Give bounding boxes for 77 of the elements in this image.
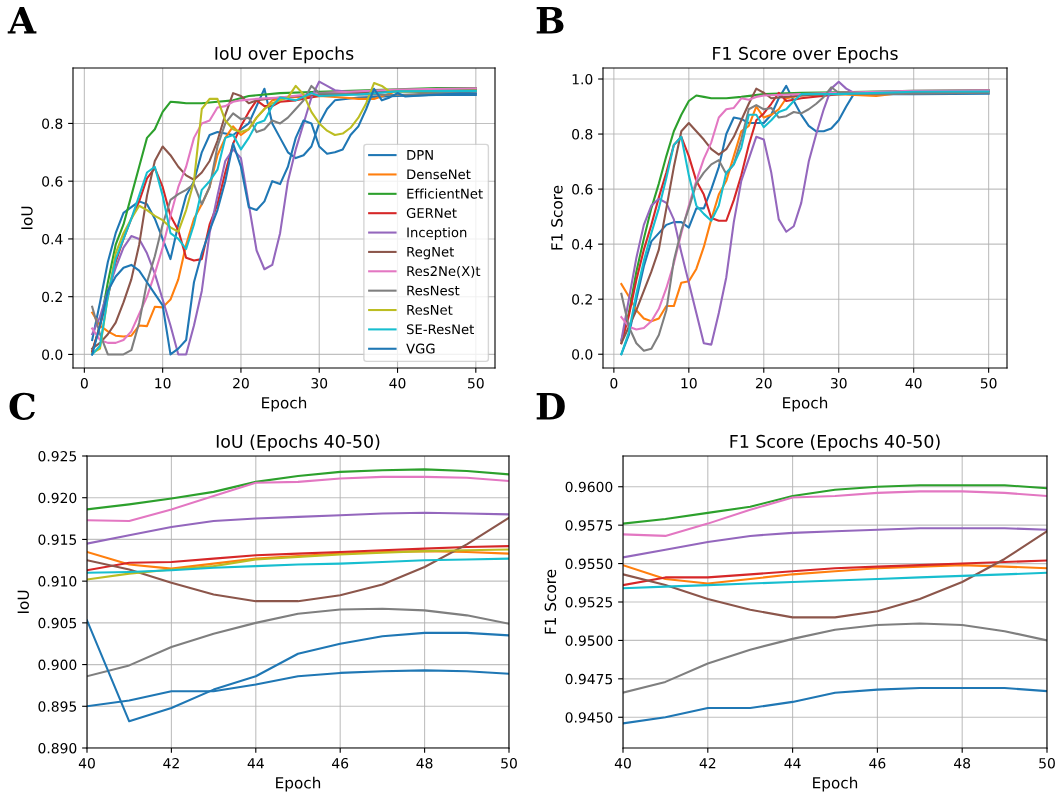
y-tick-label: 0.915 xyxy=(38,534,77,545)
x-axis-title: Epoch xyxy=(262,396,307,412)
y-axis-title: F1 Score xyxy=(551,185,563,250)
chart-title: F1 Score over Epochs xyxy=(713,46,898,64)
x-tick-label: 20 xyxy=(755,377,772,389)
y-tick-label: 0.9575 xyxy=(565,520,613,531)
x-tick-label: 10 xyxy=(155,377,171,389)
x-tick-label: 40 xyxy=(78,757,95,769)
x-axis-title: Epoch xyxy=(783,396,828,412)
x-tick-label: 42 xyxy=(699,757,716,769)
x-axis-title: Epoch xyxy=(276,776,321,792)
x-axis-title: Epoch xyxy=(813,776,858,792)
x-tick-label: 48 xyxy=(416,757,433,769)
y-tick-label: 0.9600 xyxy=(565,481,613,493)
y-tick-label: 0.9550 xyxy=(565,558,613,570)
y-tick-label: 0.0 xyxy=(42,349,63,360)
y-tick-label: 0.4 xyxy=(42,233,63,245)
y-tick-label: 0.9450 xyxy=(565,712,613,723)
y-tick-label: 0.4 xyxy=(572,239,593,250)
x-tick-label: 40 xyxy=(614,757,631,769)
x-tick-label: 30 xyxy=(830,377,847,389)
x-tick-label: 0 xyxy=(610,377,618,389)
legend-label: ResNest xyxy=(407,285,460,296)
legend-label: RegNet xyxy=(407,246,455,260)
x-tick-label: 50 xyxy=(1039,757,1055,769)
legend-label: Res2Ne(X)t xyxy=(407,265,481,278)
y-tick-label: 0.8 xyxy=(42,118,63,129)
y-tick-label: 0.895 xyxy=(38,701,77,712)
legend-label: VGG xyxy=(406,343,435,354)
x-tick-label: 50 xyxy=(980,377,997,389)
x-tick-label: 42 xyxy=(163,757,179,769)
text: B xyxy=(536,7,564,34)
y-tick-label: 0.900 xyxy=(38,659,77,671)
y-tick-label: 0.9500 xyxy=(565,635,613,646)
y-tick-label: 0.8 xyxy=(572,129,593,140)
y-axis-title: IoU xyxy=(17,590,29,614)
y-tick-label: 0.9475 xyxy=(565,673,613,685)
chart-title: IoU over Epochs xyxy=(215,46,354,64)
y-tick-label: 1.0 xyxy=(572,73,593,85)
x-tick-label: 0 xyxy=(80,377,88,389)
y-axis-title: F1 Score xyxy=(544,569,557,634)
legend-label: Inception xyxy=(407,227,467,240)
legend-label: ResNet xyxy=(407,305,453,315)
y-tick-label: 0.910 xyxy=(38,576,77,587)
y-tick-label: 0.6 xyxy=(42,176,63,187)
x-tick-label: 50 xyxy=(501,757,517,769)
y-tick-label: 0.0 xyxy=(572,349,593,360)
x-tick-label: 44 xyxy=(784,758,801,769)
y-tick-label: 0.890 xyxy=(38,742,77,754)
text: C xyxy=(9,392,35,420)
legend-label: DenseNet xyxy=(407,169,471,180)
y-tick-label: 0.2 xyxy=(42,291,62,303)
y-tick-label: 0.9525 xyxy=(565,596,613,608)
legend-label: GERNet xyxy=(406,208,457,218)
x-tick-label: 50 xyxy=(468,377,484,389)
y-axis-title: IoU xyxy=(21,206,33,230)
legend-label: DPN xyxy=(407,150,433,160)
y-tick-label: 0.2 xyxy=(572,294,592,305)
x-tick-label: 46 xyxy=(869,757,886,769)
legend-label: SE-ResNet xyxy=(406,324,474,335)
x-tick-label: 20 xyxy=(233,377,249,389)
x-tick-label: 10 xyxy=(681,377,697,389)
x-tick-label: 40 xyxy=(389,377,406,389)
text: A xyxy=(7,7,37,34)
legend-label: EfficientNet xyxy=(407,188,483,199)
x-tick-label: 46 xyxy=(332,757,349,769)
x-tick-label: 30 xyxy=(311,377,328,389)
x-tick-label: 44 xyxy=(247,758,264,769)
chart-title: IoU (Epochs 40-50) xyxy=(216,434,380,452)
text: D xyxy=(536,393,565,420)
y-tick-label: 0.920 xyxy=(38,492,77,504)
x-tick-label: 40 xyxy=(905,377,922,389)
chart-title: F1 Score (Epochs 40-50) xyxy=(730,434,940,452)
y-tick-label: 0.905 xyxy=(38,617,77,629)
x-tick-label: 48 xyxy=(954,757,971,769)
y-tick-label: 0.6 xyxy=(572,184,593,195)
y-tick-label: 0.925 xyxy=(38,450,77,462)
